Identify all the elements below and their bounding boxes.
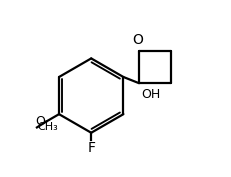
Text: OH: OH (141, 88, 160, 101)
Text: F: F (87, 141, 95, 155)
Text: CH₃: CH₃ (38, 122, 58, 132)
Text: O: O (131, 33, 142, 47)
Text: O: O (35, 115, 45, 128)
